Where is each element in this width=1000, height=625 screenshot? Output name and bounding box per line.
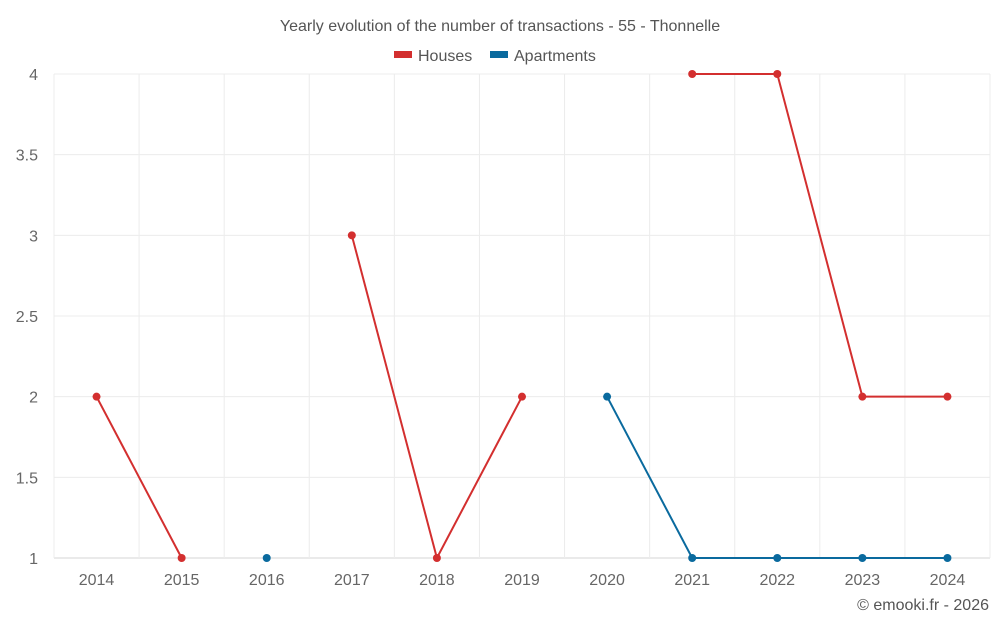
apartments-point[interactable] [943, 554, 952, 562]
apartments-legend-label[interactable]: Apartments [514, 48, 596, 65]
apartments-legend-swatch [490, 51, 508, 58]
houses-point[interactable] [943, 392, 952, 401]
apartments-point[interactable] [858, 554, 867, 562]
grid [53, 73, 991, 559]
x-tick-label: 2016 [249, 572, 285, 589]
apartments-point[interactable] [773, 554, 782, 562]
y-tick-label: 4 [29, 67, 38, 84]
x-tick-label: 2022 [759, 572, 795, 589]
x-tick-label: 2014 [79, 572, 115, 589]
y-tick-label: 1.5 [16, 470, 38, 487]
x-tick-label: 2023 [845, 572, 881, 589]
houses-line [692, 73, 948, 398]
x-tick-label: 2015 [164, 572, 200, 589]
x-tick-label: 2024 [930, 572, 966, 589]
credit-text: © emooki.fr - 2026 [857, 597, 989, 614]
houses-point[interactable] [518, 392, 526, 401]
apartments-point[interactable] [688, 554, 697, 562]
houses-legend-swatch [394, 51, 412, 58]
houses-point[interactable] [432, 554, 441, 562]
y-tick-label: 1 [29, 551, 38, 568]
x-axis: 2014 2015 2016 2017 2018 2019 2020 2021 2022 2023… [79, 572, 966, 589]
y-axis: 1 1.5 2 2.5 3 3.5 4 [16, 67, 38, 568]
y-tick-label: 2.5 [16, 309, 38, 326]
x-tick-label: 2020 [589, 572, 625, 589]
apartments-point[interactable] [603, 392, 612, 401]
houses-legend-label[interactable]: Houses [418, 48, 472, 65]
chart-title: Yearly evolution of the number of transa… [280, 18, 720, 35]
apartments-point[interactable] [262, 554, 271, 562]
houses-point[interactable] [92, 392, 101, 401]
houses-line [95, 396, 183, 559]
x-tick-label: 2017 [334, 572, 370, 589]
legend: Houses Apartments [394, 48, 596, 65]
y-tick-label: 3.5 [16, 148, 38, 165]
houses-point[interactable] [858, 392, 867, 401]
x-tick-label: 2018 [419, 572, 455, 589]
houses-point[interactable] [347, 231, 356, 240]
y-tick-label: 3 [29, 228, 38, 245]
series-layer [92, 70, 952, 562]
houses-point[interactable] [773, 70, 782, 78]
y-tick-label: 2 [29, 390, 38, 407]
x-tick-label: 2021 [674, 572, 710, 589]
houses-point[interactable] [177, 554, 186, 562]
houses-point[interactable] [688, 70, 697, 78]
x-tick-label: 2019 [504, 572, 540, 589]
